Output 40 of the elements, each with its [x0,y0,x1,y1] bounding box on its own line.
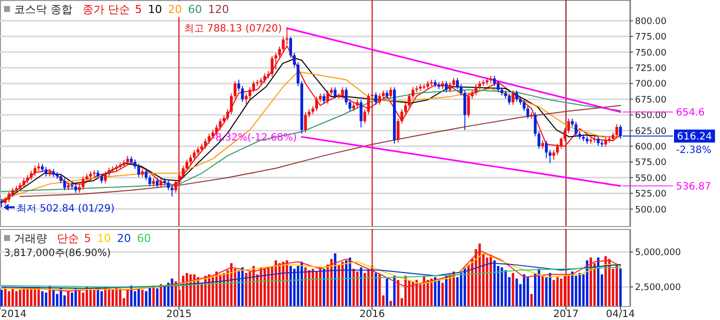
text: -2.38% [676,145,712,156]
legend-title: 단순 [57,232,79,245]
text: 20 [117,232,131,245]
y-tick-label: 800.00 [635,16,667,27]
legend-title: 종가 단순 [82,3,130,16]
x-tick-label: 2014 [1,309,26,320]
annotation: 최저 502.84 (01/29) [16,203,115,214]
x-tick-label: 04/14 [606,309,635,320]
text: 120 [208,3,229,16]
y-tick-label: 2,500,000 [635,283,682,294]
x-tick-label: 2017 [553,309,579,320]
y-tick-label: 750.00 [635,48,667,58]
y-tick-label: 650.00 [635,111,667,122]
annotation: 654.6 [676,107,705,118]
x-tick-label: 2015 [166,309,192,320]
chart-title: 거래량 [14,232,47,245]
text: 5 [135,3,142,16]
y-tick-label: 525.00 [635,190,667,200]
annotation: 616.24 [677,132,712,143]
y-tick-label: 725.00 [635,64,667,74]
y-tick-label: 575.00 [635,158,667,168]
y-tick-label: 625.00 [635,126,667,137]
y-tick-label: 5,000,000 [635,248,682,258]
y-tick-label: 775.00 [635,32,667,43]
text: 20 [168,3,182,16]
annotation: 최고 788.13 (07/20) [184,24,282,35]
chart-title: 코스닥 종합 [14,3,72,16]
y-tick-label: 700.00 [635,80,667,90]
text: 10 [148,3,162,16]
y-tick-label: 550.00 [635,174,667,184]
text: 10 [97,232,111,245]
y-tick-label: 675.00 [635,95,667,106]
annotation: 536.87 [676,181,711,192]
x-tick-label: 2016 [359,309,385,320]
text: 60 [188,3,202,16]
annotation: 3,817,000주(86.90%) [4,248,111,259]
y-tick-label: 500.00 [635,205,667,216]
text: 60 [137,232,151,245]
text: 5 [84,232,91,245]
y-tick-label: 600.00 [635,142,667,152]
